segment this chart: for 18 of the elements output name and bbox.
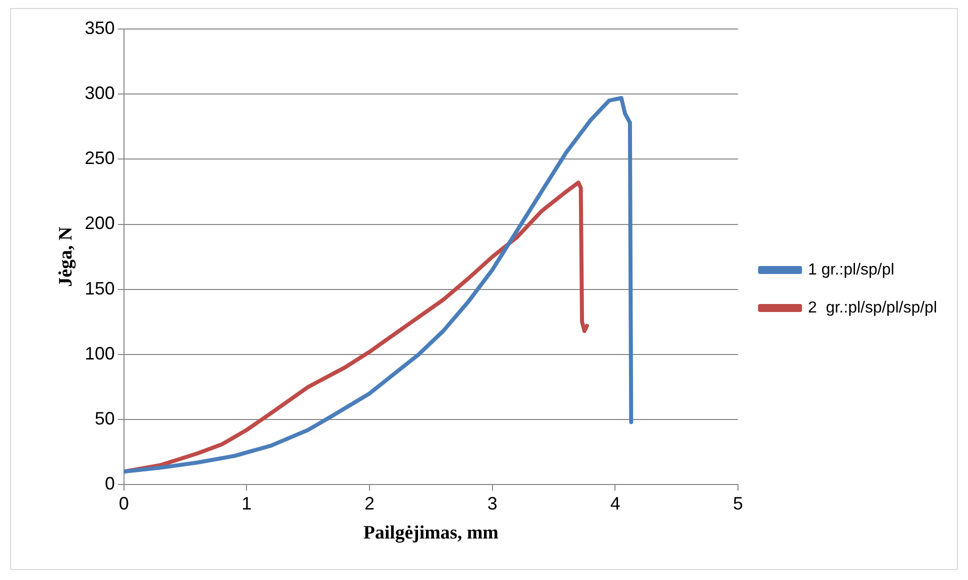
x-tick-label: 2: [364, 493, 375, 514]
x-axis-title: Pailgėjimas, mm: [363, 522, 499, 544]
y-tick-label: 300: [84, 83, 115, 104]
y-tick-label: 250: [84, 148, 115, 168]
y-tick-label: 0: [104, 474, 115, 494]
y-tick-label: 150: [84, 278, 115, 298]
x-tick-label: 0: [118, 493, 129, 514]
y-tick-label: 350: [84, 18, 115, 38]
legend-label: 2 gr.:pl/sp/pl/sp/pl: [808, 299, 938, 316]
x-tick-label: 3: [487, 493, 498, 514]
y-axis-title: Jėga, N: [55, 226, 76, 287]
legend-label: 1 gr.:pl/sp/pl: [808, 261, 894, 278]
x-tick-label: 5: [733, 493, 744, 514]
y-tick-label: 100: [84, 343, 115, 364]
y-tick-label: 200: [84, 213, 115, 234]
x-tick-label: 4: [610, 493, 620, 514]
y-tick-label: 50: [94, 408, 115, 428]
x-tick-label: 1: [242, 493, 252, 514]
